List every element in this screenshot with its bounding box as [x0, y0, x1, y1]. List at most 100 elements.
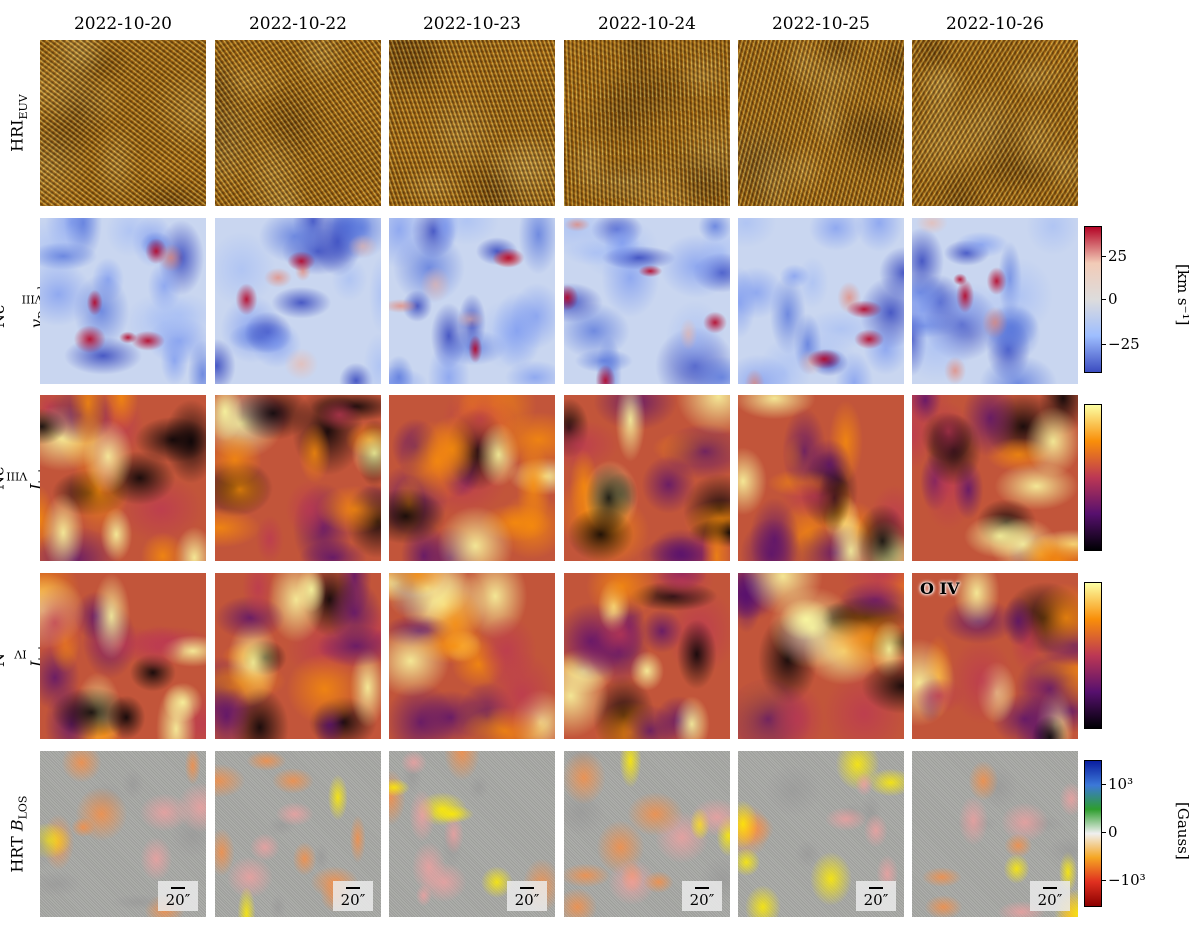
panel-image: [912, 40, 1078, 206]
image-panel: [912, 218, 1078, 384]
scale-bar-label: 20″: [165, 891, 191, 909]
panel-image: [389, 218, 555, 384]
date-header: 2022-10-23: [422, 14, 521, 34]
colorbar-tick-label: 25: [1108, 247, 1128, 265]
panel-image: [215, 573, 381, 739]
date-header: 2022-10-22: [248, 14, 347, 34]
panel-image: [738, 395, 904, 561]
scale-bar: 20″: [856, 881, 896, 911]
hrt-colorbar: [1084, 760, 1102, 907]
niv-intensity-colorbar: [1084, 582, 1102, 729]
panel-image: [215, 40, 381, 206]
panel-image: [912, 395, 1078, 561]
image-panel: [40, 395, 206, 561]
image-panel: [389, 40, 555, 206]
image-panel: [564, 40, 730, 206]
image-panel: [215, 218, 381, 384]
panel-image: [389, 395, 555, 561]
colorbar-tick: [1101, 880, 1106, 881]
image-panel: [912, 395, 1078, 561]
scale-bar-label: 20″: [514, 891, 540, 909]
scale-bar: 20″: [507, 881, 547, 911]
image-panel: [912, 40, 1078, 206]
neviii-intensity-colorbar: [1084, 404, 1102, 551]
image-panel: [564, 395, 730, 561]
colorbar-tick-label: −10³: [1108, 871, 1146, 889]
image-panel: [389, 218, 555, 384]
panel-image: [912, 218, 1078, 384]
image-panel: 20″: [738, 751, 904, 917]
panel-image: [738, 40, 904, 206]
image-panel: [215, 573, 381, 739]
row-label: Ne viii vDoppler: [0, 218, 49, 384]
row-label: HRT BLOS: [4, 751, 34, 917]
panel-image: [215, 218, 381, 384]
panel-image: [564, 395, 730, 561]
image-panel: [738, 218, 904, 384]
scale-bar-label: 20″: [340, 891, 366, 909]
image-panel: 20″: [912, 751, 1078, 917]
panel-image: [389, 40, 555, 206]
panel-image: [40, 395, 206, 561]
date-header: 2022-10-26: [945, 14, 1044, 34]
image-panel: [738, 395, 904, 561]
hrt-unit-label: [Gauss]: [1174, 802, 1192, 860]
image-panel: [389, 573, 555, 739]
panel-image: [40, 218, 206, 384]
date-header: 2022-10-20: [73, 14, 172, 34]
image-panel: [389, 395, 555, 561]
colorbar-tick-label: −25: [1108, 335, 1140, 353]
scale-bar: 20″: [682, 881, 722, 911]
image-panel: [40, 573, 206, 739]
colorbar-tick: [1101, 299, 1106, 300]
colorbar-tick-label: 0: [1108, 290, 1118, 308]
panel-image: [564, 40, 730, 206]
image-panel: 20″: [564, 751, 730, 917]
scale-bar-line: [695, 887, 709, 889]
image-panel: [215, 395, 381, 561]
panel-image: [912, 573, 1078, 739]
row-label: N iv Itot: [0, 573, 49, 739]
panel-image: [40, 40, 206, 206]
colorbar-tick: [1101, 832, 1106, 833]
image-panel: 20″: [40, 751, 206, 917]
scale-bar: 20″: [1030, 881, 1070, 911]
scale-bar-label: 20″: [689, 891, 715, 909]
colorbar-tick: [1101, 784, 1106, 785]
image-panel: [564, 218, 730, 384]
image-panel: [738, 573, 904, 739]
image-panel: [738, 40, 904, 206]
scale-bar-label: 20″: [1037, 891, 1063, 909]
row-label: HRIEUV: [4, 40, 34, 206]
scale-bar-label: 20″: [863, 891, 889, 909]
panel-image: [40, 573, 206, 739]
scale-bar-line: [869, 887, 883, 889]
panel-image: [738, 573, 904, 739]
image-panel: 20″: [215, 751, 381, 917]
image-panel: O IV: [912, 573, 1078, 739]
image-panel: [40, 40, 206, 206]
panel-image: [215, 395, 381, 561]
panel-image: [564, 573, 730, 739]
row-label-text: HRT BLOS: [7, 795, 31, 873]
colorbar-tick-label: 10³: [1108, 775, 1134, 793]
scale-bar: 20″: [333, 881, 373, 911]
colorbar-tick-label: 0: [1108, 823, 1118, 841]
image-panel: [40, 218, 206, 384]
row-label: Ne viii Itot: [0, 395, 49, 561]
row-label-text: HRIEUV: [7, 94, 31, 152]
panel-image: [215, 751, 381, 917]
panel-image: [564, 218, 730, 384]
colorbar-tick: [1101, 256, 1106, 257]
panel-image: [738, 218, 904, 384]
scale-bar-line: [171, 887, 185, 889]
doppler-unit-label: [km s⁻¹]: [1174, 264, 1192, 326]
scale-bar-line: [1043, 887, 1057, 889]
image-panel: [215, 40, 381, 206]
scale-bar-line: [520, 887, 534, 889]
image-panel: [564, 573, 730, 739]
date-header: 2022-10-25: [771, 14, 870, 34]
scale-bar-line: [346, 887, 360, 889]
oiv-annotation: O IV: [920, 579, 960, 598]
doppler-colorbar: [1084, 226, 1102, 373]
